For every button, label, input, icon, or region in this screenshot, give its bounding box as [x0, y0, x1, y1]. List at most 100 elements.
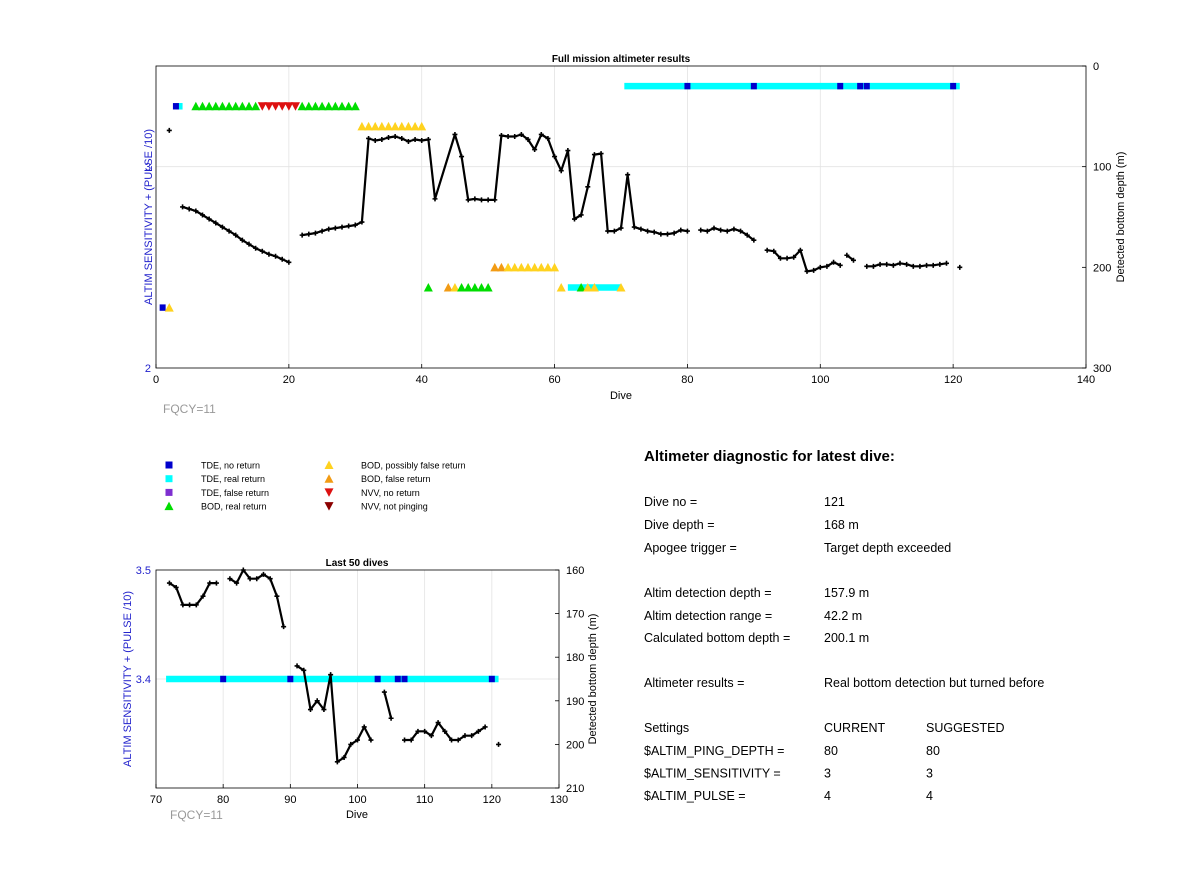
nvv-no-return-marker	[284, 102, 294, 111]
bod-marker	[550, 262, 560, 272]
bottom-depth-point	[465, 197, 471, 203]
bod-marker	[317, 101, 327, 111]
bod-marker	[450, 282, 460, 292]
bottom-depth-point	[591, 152, 597, 158]
bottom-depth-point	[180, 602, 186, 608]
bottom-depth-point	[937, 261, 943, 267]
bod-marker	[304, 101, 314, 111]
y-left-tick-label: 3.4	[136, 674, 151, 686]
bottom-depth-point	[361, 724, 367, 730]
bottom-depth-point	[281, 624, 287, 630]
bottom-depth-point	[545, 135, 551, 141]
bottom-depth-point	[301, 667, 307, 673]
bottom-depth-point	[475, 728, 481, 734]
x-tick-label: 20	[283, 374, 295, 386]
x-tick-label: 80	[217, 794, 229, 806]
bottom-depth-point	[432, 196, 438, 202]
bottom-depth-point	[355, 737, 360, 743]
bod-marker	[224, 101, 234, 111]
diagnostic-value: Real bottom detection but turned before	[824, 676, 1044, 690]
tde-no-return-marker	[857, 82, 864, 90]
bottom-depth-point	[286, 259, 292, 265]
y-right-tick-label: 210	[566, 783, 584, 795]
bottom-depth-point	[784, 255, 790, 261]
bottom-depth-point	[213, 580, 219, 586]
bottom-depth-point	[718, 227, 724, 233]
bottom-depth-point	[187, 602, 193, 608]
bottom-depth-point	[698, 227, 704, 233]
bottom-depth-point	[837, 262, 843, 268]
bottom-depth-point	[226, 228, 232, 234]
x-tick-label: 100	[348, 794, 366, 806]
settings-header: Settings	[644, 721, 689, 735]
bottom-depth-point	[213, 220, 219, 226]
bottom-depth-point	[917, 263, 923, 269]
bottom-depth-point	[665, 231, 670, 237]
bottom-depth-point	[944, 260, 949, 266]
bod-marker	[217, 101, 227, 111]
bottom-depth-point	[379, 136, 385, 142]
bottom-depth-point	[452, 131, 458, 137]
bottom-depth-point	[744, 232, 750, 238]
bottom-depth-point	[207, 580, 213, 586]
bod-marker	[490, 262, 500, 272]
bottom-depth-point	[851, 257, 856, 263]
bottom-depth-point	[738, 228, 744, 234]
x-tick-label: 100	[811, 374, 829, 386]
legend-label: BOD, real return	[201, 502, 267, 512]
bod-marker	[251, 101, 261, 111]
x-tick-label: 40	[416, 374, 428, 386]
setting-suggested-value: 4	[926, 789, 933, 803]
bottom-depth-point	[219, 224, 225, 230]
bottom-depth-point	[328, 672, 334, 678]
setting-name: $ALTIM_SENSITIVITY =	[644, 767, 781, 781]
bottom-depth-point	[479, 197, 484, 203]
bottom-depth-point	[266, 251, 272, 257]
setting-suggested-value: 3	[926, 767, 933, 781]
full-mission-ylabel-left: ALTIM SENSITIVITY + (PULSE /10)	[143, 129, 155, 305]
y-right-tick-label: 160	[566, 565, 584, 577]
bottom-depth-point	[645, 228, 651, 234]
bottom-depth-point	[864, 263, 870, 269]
full-mission-xlabel: Dive	[610, 390, 632, 402]
bottom-depth-point	[294, 663, 300, 669]
bottom-depth-point	[239, 237, 245, 243]
bottom-depth-point	[578, 212, 584, 218]
bottom-depth-point	[233, 232, 239, 238]
y-right-tick-label: 200	[1093, 262, 1111, 274]
bottom-depth-point	[482, 724, 488, 730]
legend-label: NVV, no return	[361, 488, 420, 498]
bottom-depth-point	[166, 580, 172, 586]
bottom-depth-point	[392, 133, 398, 139]
setting-name: $ALTIM_PING_DEPTH =	[644, 744, 784, 758]
bod-marker	[384, 121, 393, 131]
bottom-depth-point	[312, 230, 318, 236]
bod-marker	[330, 101, 340, 111]
bottom-depth-point	[334, 759, 340, 765]
last-50-series	[166, 567, 502, 765]
diagnostic-value: 168 m	[824, 518, 859, 532]
bottom-depth-point	[704, 228, 710, 234]
legend-label: TDE, no return	[201, 461, 260, 471]
bottom-depth-point	[625, 172, 631, 178]
legend-triangle-up-marker	[324, 474, 334, 483]
bottom-depth-point	[253, 245, 259, 251]
y-right-tick-label: 170	[566, 609, 584, 621]
bottom-depth-point	[904, 261, 910, 267]
diagnostic-rows: Dive no = 121 Dive depth = 168 m Apogee trig…	[644, 495, 1044, 690]
diagnostic-label: Altim detection depth =	[644, 586, 772, 600]
bottom-depth-line	[296, 664, 372, 763]
bottom-depth-line	[846, 254, 855, 262]
legend-square-marker	[165, 488, 173, 496]
bottom-depth-point	[425, 136, 431, 142]
bod-marker	[477, 282, 486, 292]
full-mission-grid	[156, 66, 1086, 368]
y-right-tick-label: 200	[566, 739, 584, 751]
x-tick-label: 80	[681, 374, 693, 386]
bottom-depth-point	[186, 206, 192, 212]
tde-no-return-marker	[750, 82, 757, 90]
bottom-depth-point	[386, 134, 391, 140]
bottom-depth-point	[538, 131, 544, 137]
last-50-dives-chart: 70 80 90 100 110 120 130 3.4 3.5 160 170 180 190 200 2…	[122, 558, 599, 822]
bottom-depth-point	[368, 737, 374, 743]
